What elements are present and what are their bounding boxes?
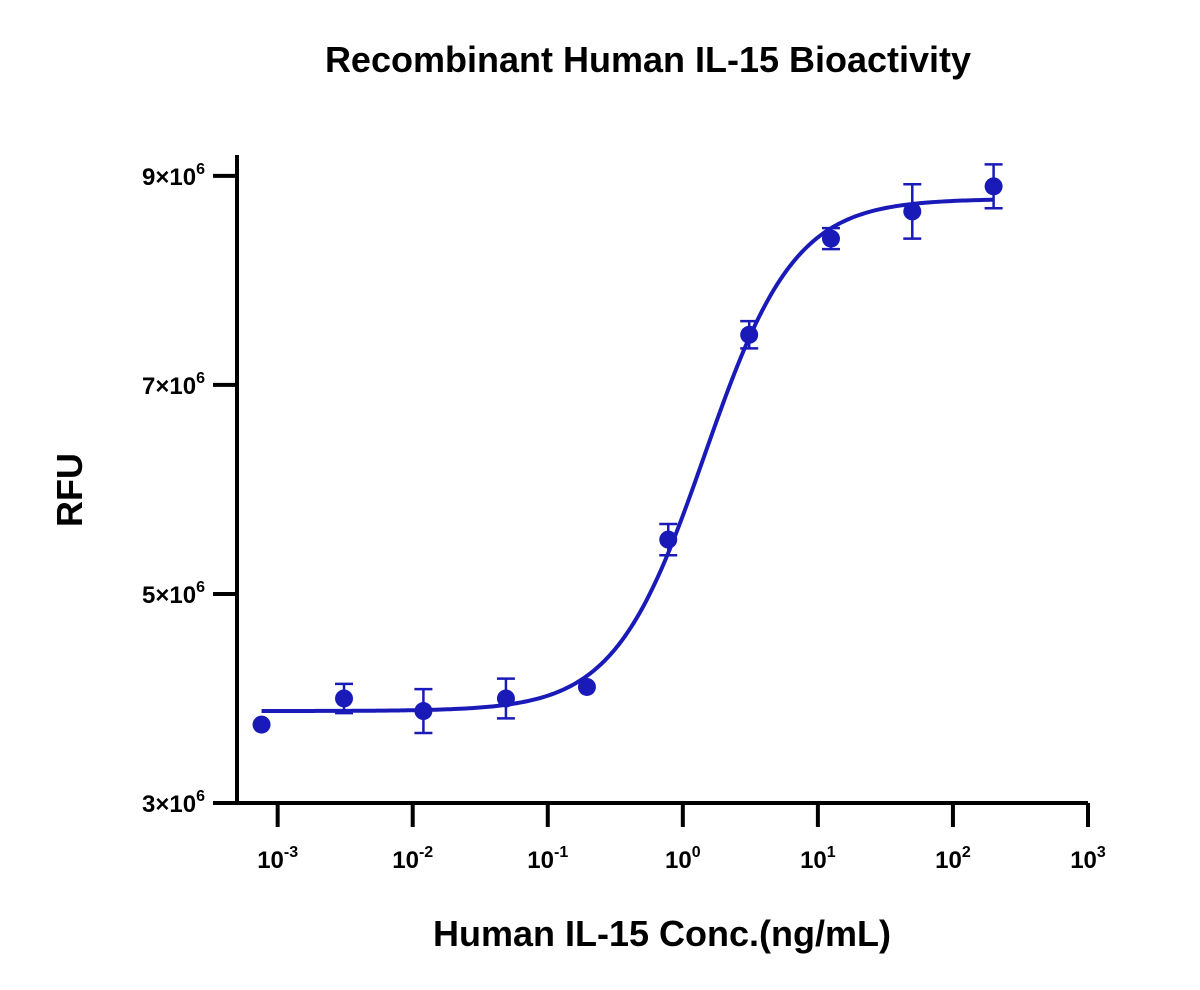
data-point-group bbox=[984, 163, 1003, 210]
data-point-group bbox=[577, 677, 596, 696]
x-tick-label: 103 bbox=[1070, 844, 1106, 874]
data-point-group bbox=[821, 226, 840, 251]
x-axis-label: Human IL-15 Conc.(ng/mL) bbox=[433, 913, 891, 954]
data-point bbox=[335, 689, 354, 708]
chart-title: Recombinant Human IL-15 Bioactivity bbox=[325, 39, 971, 80]
ticks: 10-3 10-2 10-1 100 101 102 103 3×106 5×106 7×106 9… bbox=[142, 161, 1106, 874]
fit-curve bbox=[261, 197, 994, 713]
x-tick-label: 10-1 bbox=[527, 844, 568, 874]
data-point-group bbox=[659, 522, 678, 557]
y-tick-label: 9×106 bbox=[142, 161, 205, 191]
data-point-group bbox=[496, 677, 515, 720]
data-point bbox=[252, 715, 271, 734]
data-point bbox=[496, 689, 515, 708]
data-point bbox=[659, 530, 678, 549]
data-point bbox=[984, 177, 1003, 196]
fit-curve-layer bbox=[261, 197, 994, 713]
data-point-group bbox=[252, 715, 271, 734]
y-tick-label: 5×106 bbox=[142, 579, 205, 609]
data-points-layer bbox=[252, 163, 1003, 735]
x-tick-label: 102 bbox=[935, 844, 971, 874]
data-point-group bbox=[335, 682, 354, 715]
data-point bbox=[740, 325, 759, 344]
data-point-group bbox=[740, 319, 759, 350]
x-tick-label: 101 bbox=[800, 844, 836, 874]
x-tick-label: 100 bbox=[665, 844, 701, 874]
x-tick-label: 10-3 bbox=[257, 844, 298, 874]
data-point bbox=[821, 229, 840, 248]
data-point bbox=[414, 702, 433, 721]
y-tick-label: 7×106 bbox=[142, 370, 205, 400]
data-point bbox=[903, 202, 922, 221]
data-point-group bbox=[903, 183, 922, 240]
y-tick-label: 3×106 bbox=[142, 788, 205, 818]
data-point-group bbox=[414, 687, 433, 735]
data-point bbox=[577, 677, 596, 696]
x-tick-label: 10-2 bbox=[392, 844, 433, 874]
axes bbox=[235, 155, 1088, 805]
y-axis-label: RFU bbox=[49, 453, 90, 527]
